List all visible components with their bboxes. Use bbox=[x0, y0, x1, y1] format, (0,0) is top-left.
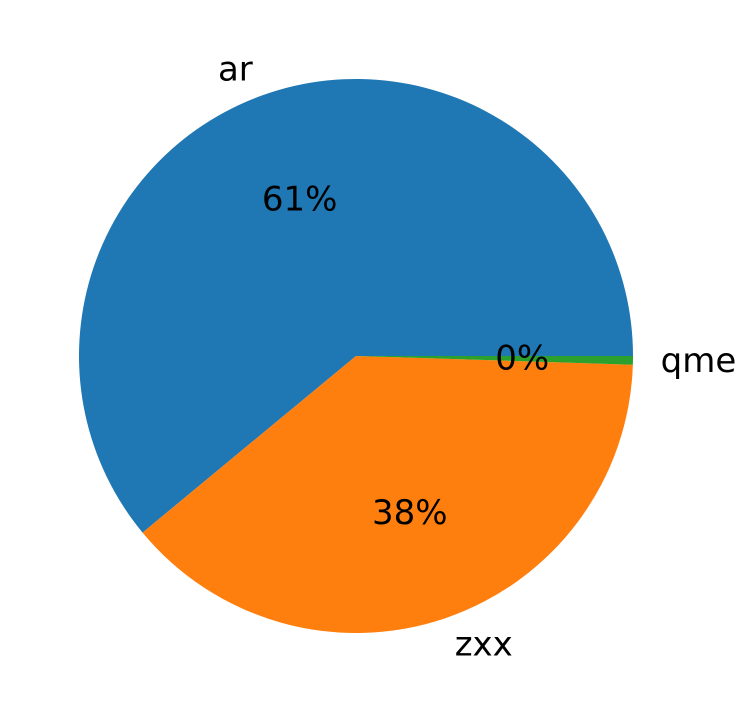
slice-label-ar: ar bbox=[218, 49, 253, 89]
slice-label-zxx: zxx bbox=[455, 624, 513, 664]
pie-labels: ar 61% zxx 38% qme 0% bbox=[218, 49, 736, 664]
pct-label-ar: 61% bbox=[262, 180, 338, 220]
slice-label-qme: qme bbox=[661, 341, 737, 381]
pie-slice-qme bbox=[356, 356, 633, 365]
pct-label-zxx: 38% bbox=[372, 493, 448, 533]
pie-slices bbox=[78, 78, 634, 634]
pct-label-qme: 0% bbox=[495, 339, 549, 379]
pie-slice-ar bbox=[78, 78, 634, 533]
pie-slice-zxx bbox=[142, 356, 633, 634]
